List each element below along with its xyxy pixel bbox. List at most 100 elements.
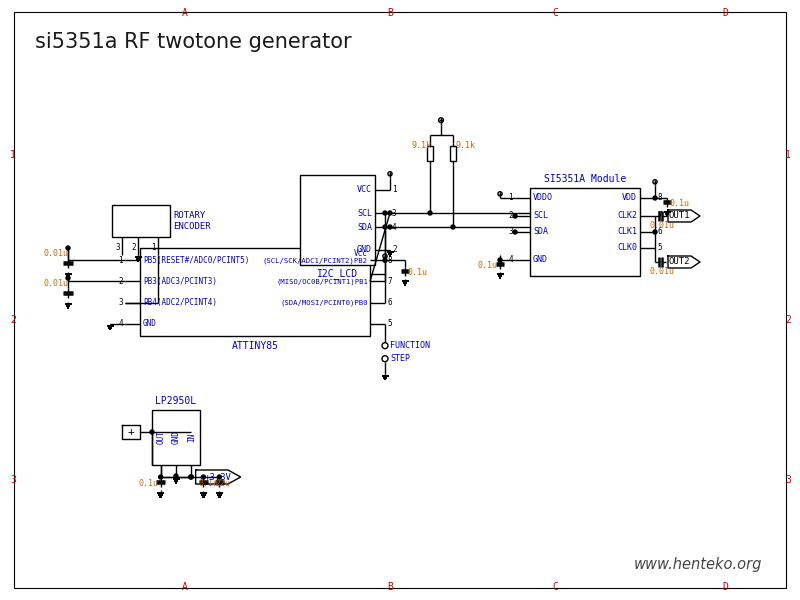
Text: 0.01u: 0.01u <box>44 250 69 259</box>
Text: D: D <box>722 582 728 592</box>
Text: D: D <box>722 8 728 18</box>
Text: 6: 6 <box>387 298 392 307</box>
Text: C: C <box>552 582 558 592</box>
Text: 1: 1 <box>118 256 123 265</box>
Bar <box>530 188 640 276</box>
Text: 1: 1 <box>10 150 16 160</box>
Text: 2: 2 <box>508 211 513 220</box>
Text: SI5351A Module: SI5351A Module <box>544 174 626 184</box>
Text: OUT2: OUT2 <box>669 257 690 266</box>
Text: 8: 8 <box>657 193 662 202</box>
Text: GND: GND <box>143 319 157 328</box>
Circle shape <box>383 259 387 262</box>
Bar <box>426 146 434 161</box>
Text: 2: 2 <box>10 315 16 325</box>
Text: ROTARY: ROTARY <box>173 211 206 220</box>
Circle shape <box>653 196 657 200</box>
Bar <box>140 248 370 336</box>
Circle shape <box>428 211 432 215</box>
Circle shape <box>66 246 70 250</box>
Text: 22u: 22u <box>215 479 230 488</box>
Text: OUT1: OUT1 <box>669 211 690 220</box>
Text: 0.1u: 0.1u <box>198 479 218 488</box>
Text: 4: 4 <box>392 223 397 232</box>
Text: 8: 8 <box>387 256 392 265</box>
Circle shape <box>451 225 455 229</box>
Text: I2C_LCD: I2C_LCD <box>317 269 358 280</box>
Text: (SDA/MOSI/PCINT0)PB0: (SDA/MOSI/PCINT0)PB0 <box>281 299 368 306</box>
Text: 4: 4 <box>508 256 513 265</box>
Text: 0.1u: 0.1u <box>408 268 428 277</box>
Text: ENCODER: ENCODER <box>173 222 210 231</box>
Bar <box>300 175 375 265</box>
Circle shape <box>383 211 387 215</box>
Text: 1: 1 <box>785 150 791 160</box>
Text: +3.3V: +3.3V <box>204 473 231 481</box>
Text: (MISO/OC0B/PCINT1)PB1: (MISO/OC0B/PCINT1)PB1 <box>276 278 368 284</box>
Text: SDA: SDA <box>357 223 372 232</box>
Text: 2: 2 <box>785 315 791 325</box>
Text: SCL: SCL <box>533 211 548 220</box>
Text: 2: 2 <box>131 242 136 251</box>
Text: (SCL/SCK/ADC1/PCINT2)PB2: (SCL/SCK/ADC1/PCINT2)PB2 <box>263 257 368 263</box>
Text: A: A <box>182 582 188 592</box>
Text: FUNCTION: FUNCTION <box>390 341 430 350</box>
Text: 3: 3 <box>118 298 123 307</box>
Text: OUT: OUT <box>156 431 165 445</box>
Text: +: + <box>128 427 134 437</box>
Text: 0.01u: 0.01u <box>650 221 674 230</box>
Circle shape <box>383 225 387 229</box>
Text: B: B <box>387 8 393 18</box>
Circle shape <box>498 258 502 262</box>
Text: 0.01u: 0.01u <box>650 268 674 277</box>
Text: PB3(ADC3/PCINT3): PB3(ADC3/PCINT3) <box>143 277 217 286</box>
Circle shape <box>202 475 206 479</box>
Text: 3: 3 <box>508 227 513 236</box>
Bar <box>152 410 200 465</box>
Text: ATTINY85: ATTINY85 <box>231 341 278 351</box>
Text: 0.1u: 0.1u <box>138 479 158 487</box>
Text: 0.1u: 0.1u <box>670 199 690 208</box>
Circle shape <box>66 276 70 280</box>
Text: 1: 1 <box>151 242 156 251</box>
Text: www.henteko.org: www.henteko.org <box>634 557 762 572</box>
Circle shape <box>388 225 392 229</box>
Text: 2: 2 <box>118 277 123 286</box>
Text: GND: GND <box>533 256 548 265</box>
Circle shape <box>513 214 517 218</box>
Text: 5: 5 <box>387 319 392 328</box>
Text: GND: GND <box>357 245 372 254</box>
Text: CLK1: CLK1 <box>617 227 637 236</box>
Text: 3: 3 <box>785 475 791 485</box>
Text: 1: 1 <box>508 193 513 202</box>
Text: C: C <box>552 8 558 18</box>
Text: 7: 7 <box>657 211 662 220</box>
Text: VDD: VDD <box>622 193 637 202</box>
Text: VDDO: VDDO <box>533 193 553 202</box>
Text: 3: 3 <box>115 242 120 251</box>
Circle shape <box>156 253 160 257</box>
Text: Vcc: Vcc <box>354 249 368 258</box>
Text: 6: 6 <box>657 227 662 236</box>
Circle shape <box>513 230 517 234</box>
Circle shape <box>174 474 178 478</box>
Text: LP2950L: LP2950L <box>155 396 197 406</box>
Text: SDA: SDA <box>533 227 548 236</box>
Text: 1: 1 <box>392 185 397 194</box>
Text: 3: 3 <box>10 475 16 485</box>
Text: 0.1u: 0.1u <box>478 262 498 271</box>
Text: VCC: VCC <box>357 185 372 194</box>
Text: STEP: STEP <box>390 354 410 363</box>
Text: 4: 4 <box>118 319 123 328</box>
Text: CLK2: CLK2 <box>617 211 637 220</box>
Text: PB5(RESET#/ADC0/PCINT5): PB5(RESET#/ADC0/PCINT5) <box>143 256 250 265</box>
Text: SCL: SCL <box>357 208 372 217</box>
Text: 3: 3 <box>392 208 397 217</box>
Text: 5: 5 <box>657 244 662 253</box>
Bar <box>112 205 170 237</box>
Circle shape <box>218 475 222 479</box>
Circle shape <box>150 430 154 434</box>
Text: A: A <box>182 8 188 18</box>
Circle shape <box>190 475 194 479</box>
Text: 7: 7 <box>387 277 392 286</box>
